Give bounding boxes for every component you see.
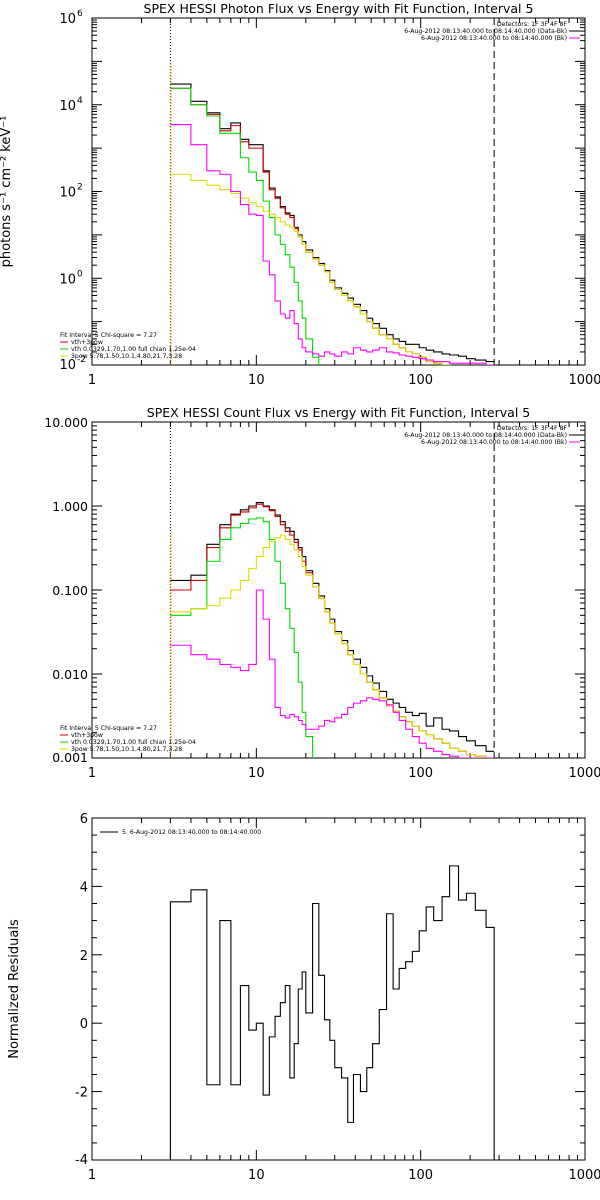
x-tick-label: 100 — [408, 766, 433, 781]
legend-entry: 6-Aug-2012 08:13:40.000 to 08:14:40.000 … — [404, 28, 567, 35]
legend-entry: Detectors: 1F 3F 4F 8F — [497, 425, 568, 432]
y-tick-label: 6 — [80, 812, 88, 827]
legend-entry: Detectors: 1F 3F 4F 8F — [497, 21, 568, 28]
y-tick-label: 0 — [80, 1017, 88, 1032]
plot-frame — [91, 421, 586, 759]
legend-entry: vth+3pow — [71, 732, 103, 739]
y-tick-label: 0.001 — [52, 750, 88, 765]
x-tick-label: 10 — [248, 766, 265, 781]
series-line-0 — [170, 501, 495, 752]
y-axis-label: photons s⁻¹ cm⁻² keV⁻¹ — [0, 116, 14, 268]
legend-entry: Fit Interval 5 Chi-square = 7.27 — [60, 332, 157, 339]
legend-entry: 6-Aug-2012 08:13:40.000 to 08:14:40.000 … — [421, 35, 567, 42]
y-tick-exponent: 2 — [77, 183, 83, 193]
legend-entry: 6-Aug-2012 08:13:40.000 to 08:14:40.000 … — [404, 432, 567, 439]
plot-frame — [91, 817, 586, 1161]
series-line-2 — [170, 517, 314, 758]
plot-frame — [91, 17, 586, 366]
y-tick-label: 10 — [59, 12, 76, 27]
x-tick-label: 1000 — [568, 766, 600, 781]
count-flux-panel: SPEX HESSI Count Flux vs Energy with Fit… — [44, 405, 600, 781]
y-tick-label: 1.000 — [52, 499, 88, 514]
legend-entry: Fit Interval 5 Chi-square = 7.27 — [60, 725, 157, 732]
x-tick-label: 100 — [408, 373, 433, 388]
y-tick-label: 2 — [80, 949, 88, 964]
x-tick-label: 1 — [88, 1168, 96, 1183]
series-group — [170, 501, 495, 758]
y-tick-label: 0.100 — [52, 583, 88, 598]
series-group — [170, 83, 495, 365]
series-line-3 — [170, 173, 451, 365]
y-tick-exponent: -2 — [77, 355, 86, 365]
y-axis-label: Normalized Residuals — [7, 919, 22, 1059]
y-tick-label: 10 — [59, 186, 76, 201]
legend-entry: vth 0.0329,1.70,1.00 full chian 1.25e-04 — [71, 739, 196, 746]
y-tick-label: 10.000 — [44, 415, 88, 430]
legend-entry: 5. 6-Aug-2012 08:13:40.000 to 08:14:40.0… — [122, 829, 261, 836]
series-line-4 — [170, 123, 495, 365]
y-tick-label: 10 — [59, 358, 76, 373]
series-line-0 — [170, 83, 495, 363]
x-tick-label: 10 — [248, 1168, 265, 1183]
series-line-4 — [170, 589, 495, 758]
legend-entry: vth 0.0329,1.70,1.00 full chian 1.25e-04 — [71, 346, 196, 353]
series-line-0 — [169, 865, 495, 1160]
x-tick-label: 100 — [408, 1168, 433, 1183]
legend-entry: 3pow 5.78,1.50,10.1,4.80,21.7,3.28 — [71, 353, 182, 360]
chart-title: SPEX HESSI Photon Flux vs Energy with Fi… — [144, 1, 534, 16]
photon-flux-panel: SPEX HESSI Photon Flux vs Energy with Fi… — [0, 1, 600, 388]
y-tick-label: -2 — [75, 1086, 88, 1101]
x-tick-label: 1 — [88, 373, 96, 388]
residuals-panel: 1 10 100 1000 -4 -2 0 2 4 6 Normalized Residuals 5.… — [7, 812, 600, 1183]
y-tick-exponent: 0 — [77, 269, 83, 279]
y-tick-label: 0.010 — [52, 667, 88, 682]
series-line-1 — [170, 503, 495, 758]
y-tick-label: 10 — [59, 272, 76, 287]
series-line-1 — [170, 87, 451, 365]
series-line-3 — [170, 534, 495, 758]
series-line-2 — [170, 87, 320, 365]
series-group — [169, 865, 495, 1160]
legend-entry: vth+3pow — [71, 339, 103, 346]
y-tick-label: 10 — [59, 99, 76, 114]
legend-entry: 3pow 5.78,1.50,10.1,4.80,21.7,3.28 — [71, 746, 182, 753]
x-tick-label: 1000 — [568, 373, 600, 388]
x-tick-label: 1000 — [568, 1168, 600, 1183]
chart-title: SPEX HESSI Count Flux vs Energy with Fit… — [147, 405, 530, 420]
y-tick-exponent: 4 — [77, 96, 83, 106]
y-tick-label: -4 — [75, 1153, 88, 1168]
y-tick-label: 4 — [80, 880, 88, 895]
x-tick-label: 1 — [88, 766, 96, 781]
legend-entry: 6-Aug-2012 08:13:40.000 to 08:14:40.000 … — [421, 439, 567, 446]
x-tick-label: 10 — [248, 373, 265, 388]
y-tick-exponent: 6 — [77, 9, 83, 19]
